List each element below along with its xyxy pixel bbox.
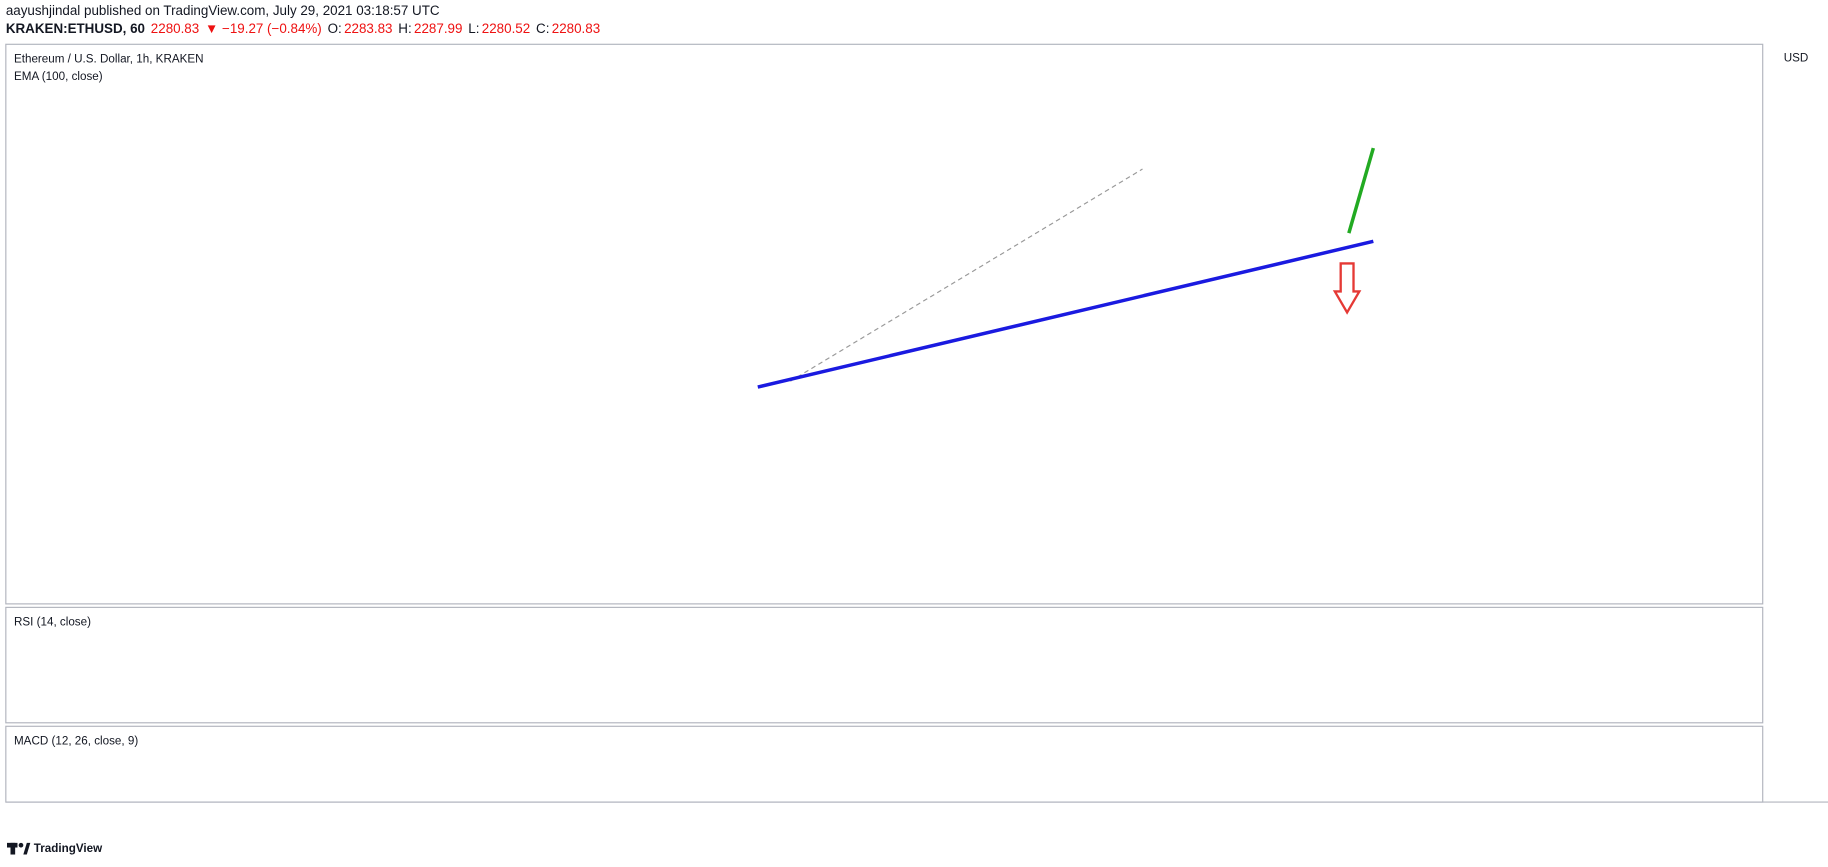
- chart-title: Ethereum / U.S. Dollar, 1h, KRAKEN: [14, 53, 204, 66]
- price-change: ▼ −19.27 (−0.84%): [205, 21, 322, 36]
- brand-name: TradingView: [34, 842, 103, 855]
- ohlc-label: H:: [398, 21, 411, 36]
- publish-info: aayushjindal published on TradingView.co…: [6, 3, 440, 18]
- bullish-arrow: [1347, 147, 1376, 234]
- brand-logo: TradingView: [6, 842, 103, 855]
- rsi-title: RSI (14, close): [14, 616, 91, 629]
- macd-title: MACD (12, 26, close, 9): [14, 735, 138, 748]
- symbol-line: KRAKEN:ETHUSD, 60 2280.83 ▼ −19.27 (−0.84%…: [6, 21, 600, 36]
- ohlc-label: O:: [328, 21, 342, 36]
- logo-mark: [23, 842, 31, 855]
- ohlc-value: 2280.83: [552, 21, 600, 36]
- bearish-arrow: [1332, 262, 1362, 315]
- symbol: KRAKEN:ETHUSD, 60: [6, 21, 145, 36]
- ohlc-label: C:: [536, 21, 549, 36]
- last-price: 2280.83: [151, 21, 199, 36]
- logo-mark: [18, 842, 24, 848]
- currency: USD: [1784, 51, 1809, 64]
- fib-trend-line: [790, 168, 1143, 382]
- panel-frames: [5, 43, 1828, 803]
- legend-entry: EMA (100, close): [14, 70, 103, 83]
- logo-mark: [10, 842, 16, 855]
- ohlc-value: 2280.52: [482, 21, 530, 36]
- drawings: [757, 147, 1376, 389]
- rsi-panel-frame: [5, 606, 1764, 724]
- ohlc-value: 2287.99: [414, 21, 462, 36]
- support-trend-line: [757, 239, 1374, 389]
- ohlc-label: L:: [468, 21, 479, 36]
- ohlc-value: 2283.83: [344, 21, 392, 36]
- price-panel-frame: [5, 43, 1764, 605]
